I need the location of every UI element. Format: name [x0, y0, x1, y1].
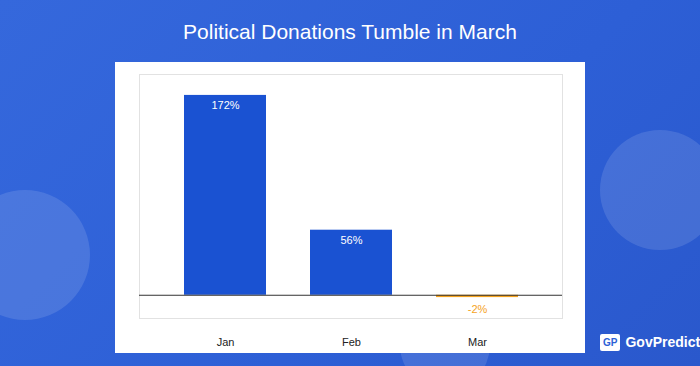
svg-text:Jan: Jan [217, 336, 235, 348]
svg-text:Feb: Feb [342, 336, 361, 348]
svg-text:172%: 172% [211, 99, 239, 111]
svg-text:56%: 56% [340, 234, 362, 246]
html-text:Political Donations Tumble in: Political Donations Tumble in March [183, 20, 517, 43]
svg-text:-2%: -2% [468, 303, 488, 315]
html-text:GovPredict: GovPredict [625, 334, 700, 350]
svg-text:Mar: Mar [468, 336, 487, 348]
html-text:GP: GP [603, 336, 618, 348]
